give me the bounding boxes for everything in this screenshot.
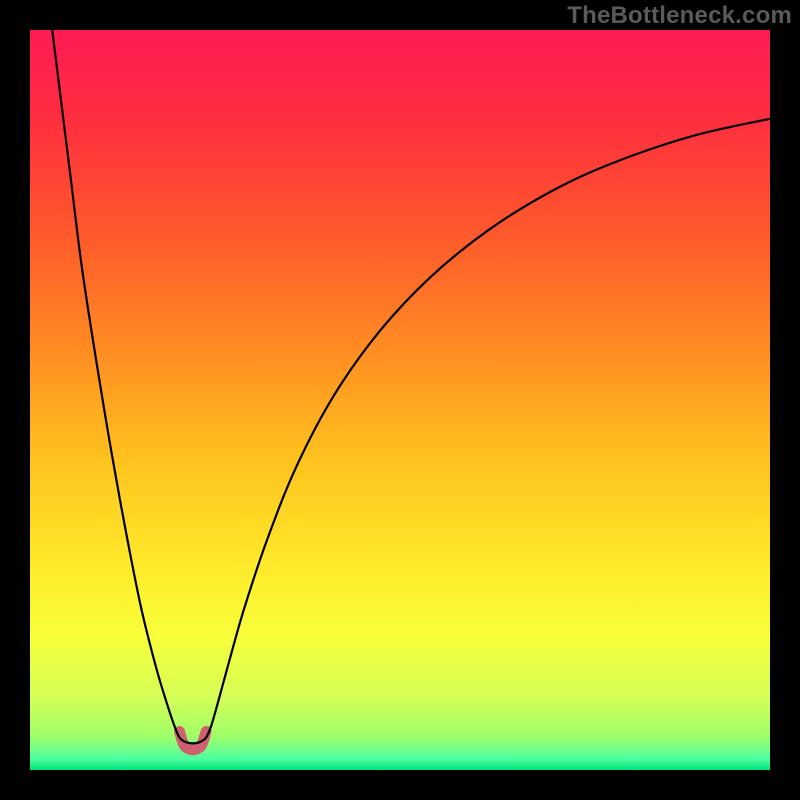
attribution-text: TheBottleneck.com	[567, 2, 792, 30]
bottleneck-curve	[52, 30, 770, 743]
chart-canvas: TheBottleneck.com	[0, 0, 800, 800]
plot-curves	[30, 30, 770, 770]
plot-area	[30, 30, 770, 770]
